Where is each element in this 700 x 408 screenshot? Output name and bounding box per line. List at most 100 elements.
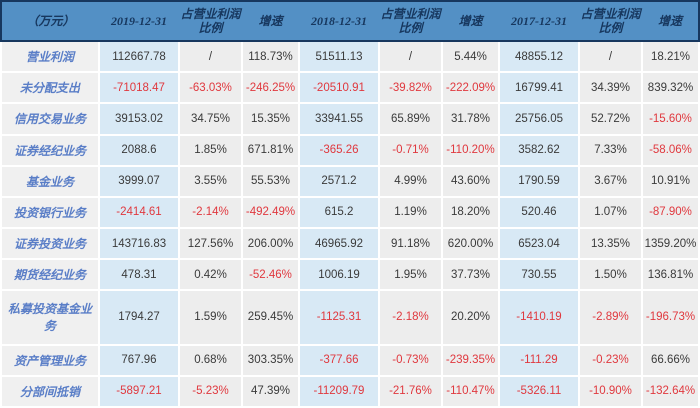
column-header: 增速: [242, 1, 299, 42]
value-cell: 66.66%: [641, 343, 700, 377]
value-cell: -0.23%: [578, 343, 643, 377]
value-cell: -1125.31: [298, 289, 380, 346]
value-cell: -0.71%: [378, 133, 443, 167]
row-label: 基金业务: [0, 164, 100, 198]
value-cell: 20.20%: [441, 289, 500, 346]
value-cell: -87.90%: [641, 195, 700, 230]
row-label: 信用交易业务: [0, 102, 100, 136]
value-cell: 3582.62: [498, 133, 580, 167]
row-label: 证券经纪业务: [0, 133, 100, 167]
value-cell: 33941.55: [298, 102, 380, 136]
value-cell: 1.59%: [178, 289, 243, 346]
value-cell: 65.89%: [378, 102, 443, 136]
value-cell: 0.42%: [178, 258, 243, 292]
value-cell: -196.73%: [641, 289, 700, 346]
value-cell: -11209.79: [298, 374, 380, 408]
column-header: 2019-12-31: [99, 1, 179, 42]
value-cell: /: [378, 39, 443, 74]
value-cell: 303.35%: [241, 343, 300, 377]
column-header: 2017-12-31: [499, 1, 579, 42]
value-cell: 25756.05: [498, 102, 580, 136]
column-header: 增速: [442, 1, 499, 42]
value-cell: -2.18%: [378, 289, 443, 346]
row-label: 投资银行业务: [0, 195, 100, 230]
value-cell: -15.60%: [641, 102, 700, 136]
value-cell: -2.89%: [578, 289, 643, 346]
value-cell: 136.81%: [641, 258, 700, 292]
value-cell: -222.09%: [441, 71, 500, 105]
value-cell: 1006.19: [298, 258, 380, 292]
value-cell: -246.25%: [241, 71, 300, 105]
value-cell: 3.67%: [578, 164, 643, 198]
row-label: 营业利润: [0, 39, 100, 74]
table-row: 基金业务 3999.07 3.55% 55.53% 2571.2 4.99% 43.60% 1…: [0, 164, 700, 198]
table-row: 证券经纪业务 2088.6 1.85% 671.81% -365.26 -0.71% -11…: [0, 133, 700, 167]
value-cell: 37.73%: [441, 258, 500, 292]
value-cell: 18.21%: [641, 39, 700, 74]
value-cell: 615.2: [298, 195, 380, 230]
row-label: 期货经纪业务: [0, 258, 100, 292]
value-cell: 5.44%: [441, 39, 500, 74]
value-cell: -365.26: [298, 133, 380, 167]
value-cell: 1.95%: [378, 258, 443, 292]
table-row: 分部间抵销 -5897.21 -5.23% 47.39% -11209.79 -21.76…: [0, 374, 700, 408]
value-cell: 1.07%: [578, 195, 643, 230]
value-cell: -1410.19: [498, 289, 580, 346]
row-label: 私募投资基金业务: [0, 289, 100, 346]
value-cell: 143716.83: [98, 227, 180, 261]
value-cell: /: [578, 39, 643, 74]
value-cell: 127.56%: [178, 227, 243, 261]
value-cell: 2088.6: [98, 133, 180, 167]
value-cell: 31.78%: [441, 102, 500, 136]
column-header: 2018-12-31: [299, 1, 379, 42]
value-cell: 3999.07: [98, 164, 180, 198]
value-cell: 10.91%: [641, 164, 700, 198]
value-cell: -492.49%: [241, 195, 300, 230]
value-cell: 118.73%: [241, 39, 300, 74]
table-header: （万元） 2019-12-31 占营业利润比例 增速 2018-12-31 占营业利润比例…: [1, 1, 699, 42]
value-cell: 1794.27: [98, 289, 180, 346]
value-cell: 478.31: [98, 258, 180, 292]
value-cell: 1.50%: [578, 258, 643, 292]
value-cell: 206.00%: [241, 227, 300, 261]
value-cell: -377.66: [298, 343, 380, 377]
value-cell: 34.75%: [178, 102, 243, 136]
value-cell: -2.14%: [178, 195, 243, 230]
value-cell: -111.29: [498, 343, 580, 377]
value-cell: -20510.91: [298, 71, 380, 105]
column-header: 增速: [642, 1, 699, 42]
value-cell: 671.81%: [241, 133, 300, 167]
unit-header: （万元）: [1, 1, 99, 42]
value-cell: -5.23%: [178, 374, 243, 408]
row-label: 未分配支出: [0, 71, 100, 105]
value-cell: -10.90%: [578, 374, 643, 408]
value-cell: -5897.21: [98, 374, 180, 408]
value-cell: 39153.02: [98, 102, 180, 136]
table-body: 营业利润 112667.78/118.73% 51511.13/5.44% 48855…: [0, 39, 700, 408]
value-cell: -63.03%: [178, 71, 243, 105]
value-cell: 1.85%: [178, 133, 243, 167]
value-cell: 43.60%: [441, 164, 500, 198]
row-label: 证券投资业务: [0, 227, 100, 261]
value-cell: 1.19%: [378, 195, 443, 230]
value-cell: 16799.41: [498, 71, 580, 105]
value-cell: -110.20%: [441, 133, 500, 167]
value-cell: 34.39%: [578, 71, 643, 105]
value-cell: 2571.2: [298, 164, 380, 198]
value-cell: -110.47%: [441, 374, 500, 408]
value-cell: 7.33%: [578, 133, 643, 167]
value-cell: 767.96: [98, 343, 180, 377]
table-row: 私募投资基金业务 1794.27 1.59% 259.45% -1125.31 -2.18…: [0, 289, 700, 346]
value-cell: 1359.20%: [641, 227, 700, 261]
value-cell: 52.72%: [578, 102, 643, 136]
value-cell: -132.64%: [641, 374, 700, 408]
value-cell: -52.46%: [241, 258, 300, 292]
table-row: 期货经纪业务 478.31 0.42% -52.46% 1006.19 1.95% 37.7…: [0, 258, 700, 292]
value-cell: 13.35%: [578, 227, 643, 261]
value-cell: 730.55: [498, 258, 580, 292]
value-cell: /: [178, 39, 243, 74]
value-cell: 18.20%: [441, 195, 500, 230]
header-row: （万元） 2019-12-31 占营业利润比例 增速 2018-12-31 占营业利润比例…: [1, 1, 699, 42]
